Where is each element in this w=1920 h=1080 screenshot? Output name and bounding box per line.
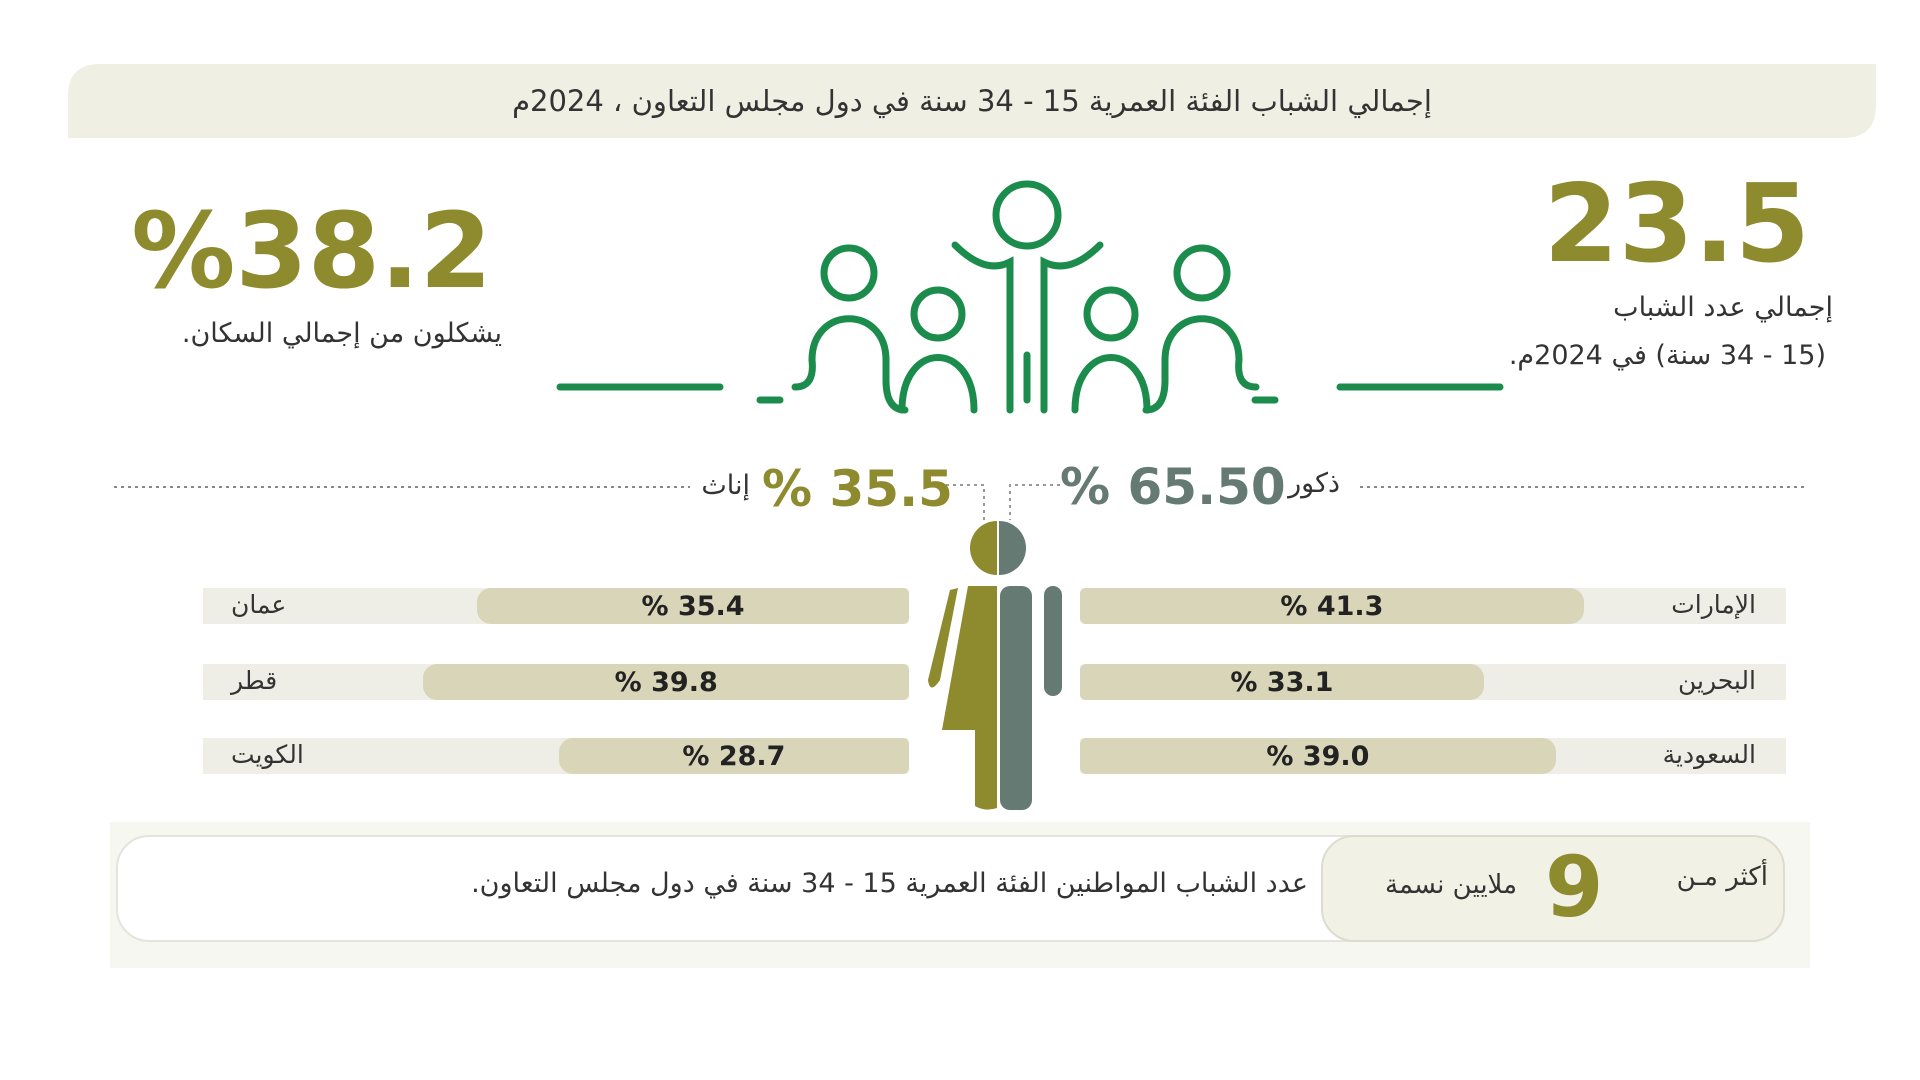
bar-label: % 33.1 [1230,667,1334,698]
title: إجمالي الشباب الفئة العمرية 15 - 34 سنة … [512,84,1432,118]
share-label: يشكلون من إجمالي السكان. [181,318,502,349]
country-name: عمان [231,590,287,619]
total-value: 23.5 [1543,162,1810,287]
gender-icon [928,521,1062,810]
country-name: البحرين [1677,666,1756,695]
bar-label: % 28.7 [682,741,786,772]
country-name: الإمارات [1671,590,1756,619]
header-band [68,64,1876,138]
total-line1: إجمالي عدد الشباب [1613,292,1833,323]
share-value: %38.2 [131,190,492,312]
bar-track: % 33.1 البحرين [1080,664,1786,700]
bar: % 28.7 [558,738,909,774]
bar-label: % 39.8 [614,667,718,698]
bar: % 39.8 [423,664,909,700]
people-icon [556,180,1504,414]
bar-track: % 28.7 الكويت [203,738,909,774]
country-name: قطر [231,666,278,695]
country-name: السعودية [1662,740,1756,769]
bar-track: % 35.4 عمان [203,588,909,624]
bar: % 39.0 [1080,738,1556,774]
bar-track: % 39.0 السعودية [1080,738,1786,774]
female-label: إناث [701,470,750,501]
bar-track: % 39.8 قطر [203,664,909,700]
footer-pill [1321,835,1785,942]
bar-label: % 41.3 [1280,591,1384,622]
total-line2: (15 - 34 سنة) في 2024م. [1508,340,1826,371]
male-label: ذكور [1288,468,1340,499]
bar-label: % 39.0 [1266,741,1370,772]
bar-label: % 35.4 [641,591,745,622]
bar: % 33.1 [1080,664,1484,700]
bar-track: % 41.3 الإمارات [1080,588,1786,624]
bar: % 35.4 [477,588,909,624]
male-value: % 65.50 [1060,458,1286,516]
footer-text: عدد الشباب المواطنين الفئة العمرية 15 - … [471,868,1308,899]
country-name: الكويت [231,740,304,769]
bar: % 41.3 [1080,588,1584,624]
footer-unit: ملايين نسمة [1385,870,1517,900]
footer-number: 9 [1545,838,1604,936]
female-value: % 35.5 [762,460,953,518]
footer-prefix: أكثر مـن [1676,862,1768,892]
connector [932,484,1060,520]
